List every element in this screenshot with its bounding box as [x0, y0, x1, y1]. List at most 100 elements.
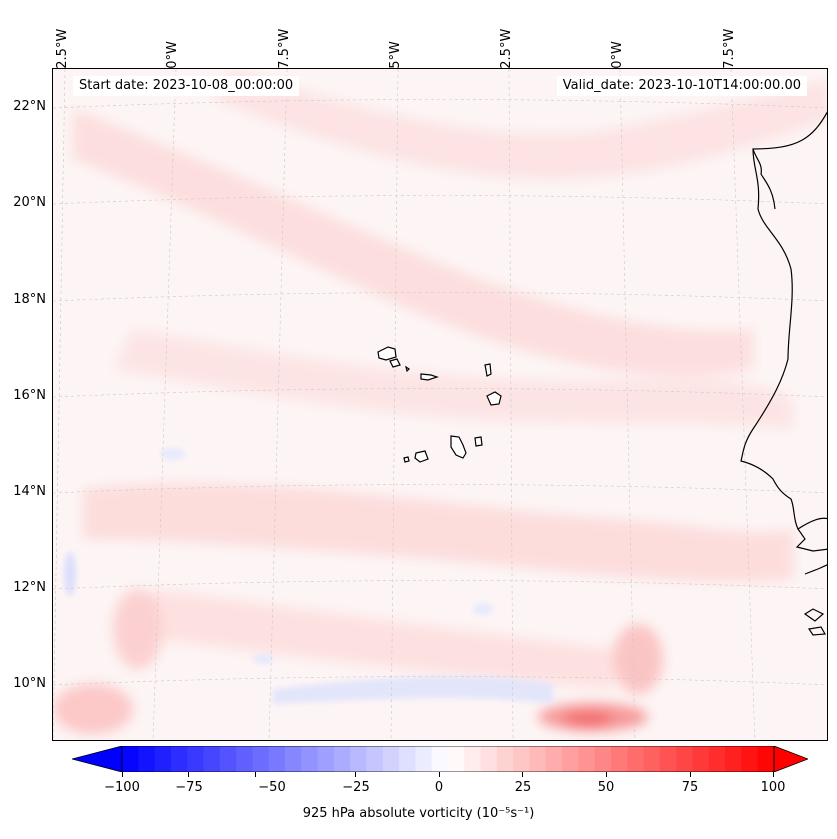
island-santo-antao [377, 346, 397, 361]
lat-label-16n: 16°N [13, 388, 46, 403]
colorbar-segment [643, 746, 661, 772]
lat-label-10n: 10°N [13, 676, 46, 691]
colorbar-segment [203, 746, 221, 772]
vorticity-band-south [83, 483, 793, 582]
vorticity-map [53, 69, 827, 740]
vorticity-negative-band [273, 676, 553, 704]
colorbar-tick-label: 100 [760, 780, 786, 795]
colorbar-segment [236, 746, 253, 772]
lat-label-20n: 20°N [13, 195, 46, 210]
colorbar-tick-mark [690, 772, 691, 777]
colorbar-segment [268, 746, 286, 772]
cape-verde-islands [377, 346, 502, 463]
colorbar-segment [529, 746, 547, 772]
colorbar-label: 925 hPa absolute vorticity (10⁻⁵s⁻¹) [302, 806, 535, 821]
island-sao-vicente [389, 358, 401, 368]
colorbar-segment [399, 746, 416, 772]
meridian-20w [619, 69, 636, 740]
colorbar-segment [448, 746, 465, 772]
colorbar-tick-mark [773, 772, 774, 777]
island-santiago [450, 435, 467, 459]
parallel-20n [53, 195, 827, 205]
colorbar-segment [480, 746, 498, 772]
colorbar-tick-label: −25 [342, 780, 370, 795]
colorbar-tick-label: 50 [597, 780, 615, 795]
graticule [53, 69, 827, 740]
parallel-14n [53, 484, 827, 494]
vorticity-band-central [113, 329, 793, 429]
african-coast [740, 111, 827, 530]
island-boa-vista [486, 391, 502, 406]
lat-label-18n: 18°N [13, 292, 46, 307]
parallel-18n [53, 292, 827, 302]
colorbar-segment [219, 746, 237, 772]
parallel-10n [53, 676, 827, 686]
colorbar-segment [317, 746, 335, 772]
parallel-12n [53, 580, 827, 590]
vorticity-negative [64, 448, 553, 704]
colorbar-outline [121, 746, 775, 772]
colorbar-segment [741, 746, 759, 772]
colorbar-segment [301, 746, 319, 772]
coast-guinea [804, 564, 827, 575]
vorticity-negative-spot-3 [253, 654, 273, 664]
map-panel [52, 68, 828, 741]
colorbar-segment [138, 746, 156, 772]
valid-date-label: Valid_date: 2023-10-10T14:00:00.00 [556, 76, 807, 96]
colorbar-segment [431, 746, 449, 772]
meridian-22-5w [508, 69, 514, 740]
colorbar-segment [676, 746, 693, 772]
parallel-22n [53, 99, 827, 109]
colorbar-segment [659, 746, 677, 772]
colorbar-segment [464, 746, 482, 772]
island-sao-nicolau [420, 373, 439, 381]
colorbar-extend-max [773, 746, 808, 772]
colorbar-segment [594, 746, 612, 772]
meridian-27-5w [268, 69, 288, 740]
colorbar-segment [415, 746, 433, 772]
colorbar-tick-mark [255, 772, 256, 777]
colorbar-segment [708, 746, 726, 772]
colorbar [72, 746, 808, 772]
colorbar-segment [692, 746, 710, 772]
colorbar-segment [545, 746, 563, 772]
colorbar-segment [562, 746, 579, 772]
colorbar-tick-mark [439, 772, 440, 777]
colorbar-segment [350, 746, 367, 772]
start-date-label: Start date: 2023-10-08_00:00:00 [73, 76, 300, 96]
colorbar-segment [154, 746, 172, 772]
lat-label-22n: 22°N [13, 99, 46, 114]
vorticity-negative-spot-2 [473, 603, 493, 615]
colorbar-segment [513, 746, 530, 772]
vorticity-positive-east [613, 624, 663, 694]
colorbar-tick-mark [188, 772, 189, 777]
colorbar-tick-mark [355, 772, 356, 777]
vorticity-band-north [73, 109, 753, 376]
coastlines [740, 111, 827, 636]
colorbar-tick-mark [522, 772, 523, 777]
colorbar-segments [122, 746, 775, 772]
colorbar-extend-min [72, 746, 123, 772]
colorbar-segment [170, 746, 188, 772]
colorbar-segment [122, 746, 139, 772]
bissagos-islands [803, 608, 826, 636]
lat-label-12n: 12°N [13, 580, 46, 595]
island-santa-luzia [405, 365, 410, 373]
colorbar-segment [382, 746, 400, 772]
meridian-30w [152, 69, 177, 740]
colorbar-segment [252, 746, 270, 772]
meridian-17-5w [730, 69, 756, 740]
island-maio [474, 436, 483, 447]
colorbar-segment [725, 746, 742, 772]
island-fogo [414, 450, 429, 463]
colorbar-tick-label: −75 [175, 780, 203, 795]
lat-label-14n: 14°N [13, 484, 46, 499]
vorticity-band-upper [213, 69, 827, 179]
vorticity-positive-core [563, 712, 613, 726]
colorbar-segment [757, 746, 775, 772]
colorbar-tick-label: 75 [681, 780, 699, 795]
colorbar-tick-label: −50 [258, 780, 286, 795]
island-brava [403, 456, 410, 463]
colorbar-segment [627, 746, 645, 772]
colorbar-segment [578, 746, 596, 772]
